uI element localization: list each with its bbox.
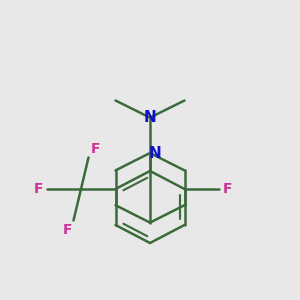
Text: F: F (91, 142, 100, 156)
Text: F: F (62, 224, 72, 238)
Text: N: N (144, 110, 156, 125)
Text: F: F (34, 182, 43, 196)
Text: N: N (149, 146, 162, 160)
Text: F: F (223, 182, 232, 196)
